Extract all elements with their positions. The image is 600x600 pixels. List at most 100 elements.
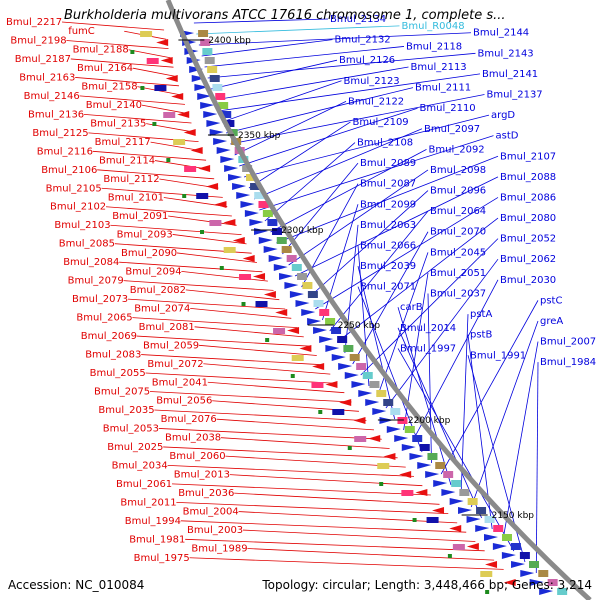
gene-label-reverse[interactable]: Bmul_2083	[85, 350, 141, 361]
gene-label-forward[interactable]: argD	[491, 110, 515, 121]
gene-label-reverse[interactable]: Bmul_2069	[81, 331, 137, 342]
gene-label-reverse[interactable]: Bmul_2085	[59, 239, 115, 250]
gene-label-reverse[interactable]: Bmul_2055	[90, 368, 146, 379]
gene-label-reverse[interactable]: Bmul_2072	[147, 359, 203, 370]
gene-label-reverse[interactable]: Bmul_2116	[37, 146, 93, 157]
gene-label-forward[interactable]: pstB	[470, 330, 492, 341]
gene-label-reverse[interactable]: Bmul_2084	[63, 257, 119, 268]
gene-label-forward[interactable]: pstA	[470, 309, 492, 320]
gene-label-reverse[interactable]: Bmul_2060	[169, 451, 225, 462]
gene-label-reverse[interactable]: Bmul_2114	[99, 156, 155, 167]
gene-label-reverse[interactable]: Bmul_2035	[98, 405, 154, 416]
gene-label-forward[interactable]: pstC	[540, 295, 562, 306]
gene-label-forward[interactable]: Bmul_2092	[429, 144, 485, 155]
gene-label-reverse[interactable]: Bmul_2125	[32, 128, 88, 139]
gene-label-forward[interactable]: Bmul_2080	[500, 213, 556, 224]
gene-label-forward[interactable]: Bmul_2089	[360, 158, 416, 169]
gene-label-forward[interactable]: Bmul_1984	[540, 357, 596, 368]
gene-label-reverse[interactable]: Bmul_1989	[191, 544, 247, 555]
gene-label-forward[interactable]: Bmul_2111	[415, 83, 471, 94]
gene-label-reverse[interactable]: fumC	[68, 26, 95, 37]
gene-label-reverse[interactable]: Bmul_2073	[72, 294, 128, 305]
gene-label-forward[interactable]: Bmul_2118	[406, 41, 462, 52]
gene-label-forward[interactable]: Bmul_2039	[360, 261, 416, 272]
gene-label-forward[interactable]: Bmul_2088	[500, 172, 556, 183]
gene-label-reverse[interactable]: Bmul_2102	[50, 202, 106, 213]
gene-label-reverse[interactable]: Bmul_2059	[143, 340, 199, 351]
gene-label-forward[interactable]: Bmul_2086	[500, 192, 556, 203]
gene-label-reverse[interactable]: Bmul_1975	[134, 553, 190, 564]
gene-label-reverse[interactable]: Bmul_2105	[46, 183, 102, 194]
gene-label-forward[interactable]: Bmul_2014	[400, 323, 456, 334]
gene-label-forward[interactable]: astD	[496, 131, 519, 142]
gene-label-forward[interactable]: Bmul_2071	[360, 282, 416, 293]
gene-label-forward[interactable]: Bmul_2037	[430, 289, 486, 300]
gene-label-forward[interactable]: Bmul_2087	[360, 179, 416, 190]
gene-label-forward[interactable]: Bmul_2108	[357, 138, 413, 149]
gene-label-forward[interactable]: Bmul_2052	[500, 234, 556, 245]
gene-label-forward[interactable]: Bmul_2096	[430, 186, 486, 197]
gene-label-forward[interactable]: Bmul_2063	[360, 220, 416, 231]
gene-label-reverse[interactable]: Bmul_2076	[161, 414, 217, 425]
gene-label-forward[interactable]: Bmul_2099	[360, 199, 416, 210]
gene-label-forward[interactable]: Bmul_2064	[430, 206, 486, 217]
gene-label-reverse[interactable]: Bmul_2056	[156, 396, 212, 407]
gene-label-reverse[interactable]: Bmul_2158	[81, 82, 137, 93]
gene-label-forward[interactable]: Bmul_2062	[500, 254, 556, 265]
gene-label-reverse[interactable]: Bmul_2079	[68, 276, 124, 287]
gene-label-reverse[interactable]: Bmul_2025	[107, 442, 163, 453]
gene-label-reverse[interactable]: Bmul_2011	[120, 497, 176, 508]
gene-label-reverse[interactable]: Bmul_2117	[95, 137, 151, 148]
gene-label-reverse[interactable]: Bmul_2036	[178, 488, 234, 499]
gene-label-reverse[interactable]: Bmul_2164	[77, 63, 133, 74]
gene-label-forward[interactable]: Bmul_1991	[470, 350, 526, 361]
gene-label-reverse[interactable]: Bmul_2065	[76, 313, 132, 324]
gene-label-forward[interactable]: Bmul_2070	[430, 227, 486, 238]
gene-label-forward[interactable]: Bmul_2132	[335, 35, 391, 46]
gene-label-reverse[interactable]: Bmul_2034	[112, 460, 168, 471]
gene-label-reverse[interactable]: Bmul_2094	[125, 266, 181, 277]
gene-label-reverse[interactable]: Bmul_2187	[15, 54, 71, 65]
gene-label-reverse[interactable]: Bmul_2075	[94, 386, 150, 397]
gene-label-reverse[interactable]: Bmul_2101	[108, 193, 164, 204]
gene-label-forward[interactable]: Bmul_2030	[500, 275, 556, 286]
gene-label-forward[interactable]: Bmul_2045	[430, 247, 486, 258]
gene-label-forward[interactable]: Bmul_2097	[424, 124, 480, 135]
gene-label-reverse[interactable]: Bmul_2091	[112, 211, 168, 222]
gene-label-forward[interactable]: Bmul_2107	[500, 151, 556, 162]
gene-label-forward[interactable]: greA	[540, 316, 563, 327]
gene-label-forward[interactable]: Bmul_1997	[400, 343, 456, 354]
gene-label-reverse[interactable]: Bmul_2163	[19, 72, 75, 83]
gene-label-reverse[interactable]: Bmul_2188	[73, 45, 129, 56]
gene-label-reverse[interactable]: Bmul_2106	[41, 165, 97, 176]
gene-label-reverse[interactable]: Bmul_2081	[139, 322, 195, 333]
gene-label-forward[interactable]: Bmul_2122	[348, 96, 404, 107]
gene-label-reverse[interactable]: Bmul_2082	[130, 285, 186, 296]
gene-label-reverse[interactable]: Bmul_2140	[86, 100, 142, 111]
gene-label-reverse[interactable]: Bmul_2217	[6, 17, 62, 28]
gene-label-reverse[interactable]: Bmul_2103	[54, 220, 110, 231]
gene-label-forward[interactable]: Bmul_2007	[540, 337, 596, 348]
gene-label-reverse[interactable]: Bmul_2003	[187, 525, 243, 536]
gene-label-reverse[interactable]: Bmul_2135	[90, 119, 146, 130]
gene-label-reverse[interactable]: Bmul_2093	[117, 229, 173, 240]
gene-label-forward[interactable]: Bmul_2066	[360, 240, 416, 251]
gene-label-reverse[interactable]: Bmul_1981	[129, 534, 185, 545]
gene-label-forward[interactable]: Bmul_R0048	[402, 21, 465, 32]
gene-label-forward[interactable]: Bmul_2141	[482, 69, 538, 80]
gene-label-reverse[interactable]: Bmul_2041	[152, 377, 208, 388]
gene-label-reverse[interactable]: Bmul_2074	[134, 303, 190, 314]
gene-label-forward[interactable]: Bmul_2098	[430, 165, 486, 176]
gene-label-forward[interactable]: Bmul_2109	[353, 117, 409, 128]
gene-label-forward[interactable]: Bmul_2051	[430, 268, 486, 279]
gene-label-reverse[interactable]: Bmul_2146	[24, 91, 80, 102]
gene-label-reverse[interactable]: Bmul_2053	[103, 423, 159, 434]
gene-label-forward[interactable]: Bmul_2137	[487, 89, 543, 100]
gene-label-forward[interactable]: Bmul_2113	[411, 62, 467, 73]
gene-label-forward[interactable]: carB	[400, 302, 423, 313]
gene-label-forward[interactable]: Bmul_2126	[339, 55, 395, 66]
gene-label-reverse[interactable]: Bmul_2061	[116, 479, 172, 490]
gene-label-forward[interactable]: Bmul_2143	[478, 48, 534, 59]
gene-label-forward[interactable]: Bmul_2134	[330, 14, 386, 25]
